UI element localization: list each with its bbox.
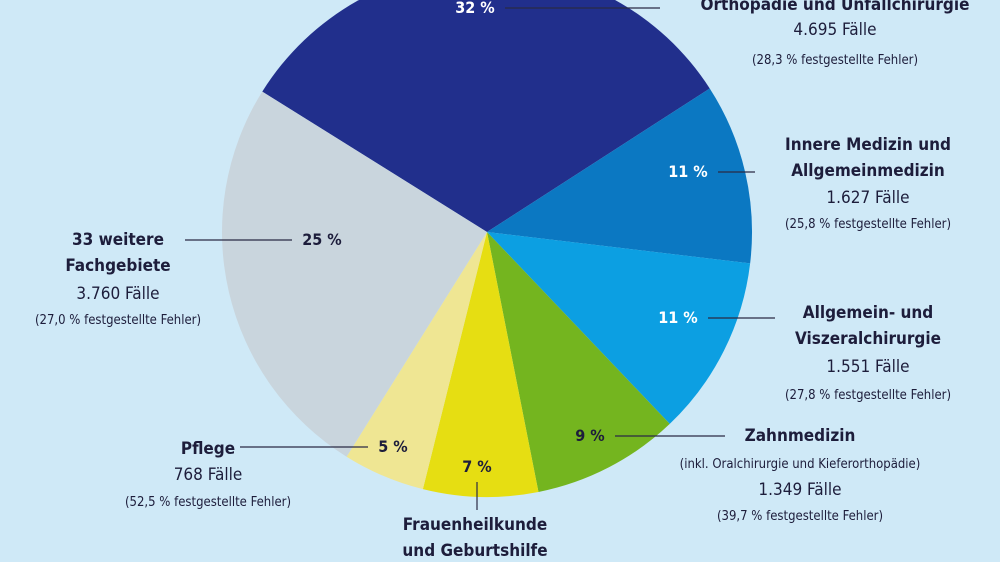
- cases-label: 1.349 Fälle: [758, 480, 841, 500]
- category-label: Pflege: [181, 439, 235, 459]
- percent-label: 11 %: [668, 162, 707, 181]
- percent-label: 32 %: [455, 0, 494, 17]
- category-label: 33 weitere Fachgebiete: [65, 230, 170, 276]
- error-label: (39,7 % festgestellte Fehler): [717, 509, 883, 524]
- error-label: (25,8 % festgestellte Fehler): [785, 217, 951, 232]
- category-label: Allgemein- und Viszeralchirurgie: [795, 303, 941, 349]
- pie-slice: [487, 232, 670, 492]
- pie-slice: [422, 232, 539, 497]
- cases-label: 768 Fälle: [174, 465, 243, 485]
- category-label: Frauenheilkunde und Geburtshilfe: [402, 515, 547, 561]
- error-label: (27,8 % festgestellte Fehler): [785, 388, 951, 403]
- pie-slice: [262, 0, 710, 232]
- cases-label: 3.760 Fälle: [76, 284, 159, 304]
- pie-slice: [487, 88, 752, 264]
- cases-label: 1.551 Fälle: [826, 357, 909, 377]
- category-note: (inkl. Oralchirurgie und Kieferorthopädi…: [680, 457, 921, 472]
- category-label: Innere Medizin und Allgemeinmedizin: [785, 135, 951, 181]
- category-label: Zahnmedizin: [745, 426, 856, 446]
- category-label: Orthopädie und Unfallchirurgie: [701, 0, 970, 15]
- error-label: (28,3 % festgestellte Fehler): [752, 53, 918, 68]
- percent-label: 9 %: [575, 426, 604, 445]
- pie-slice: [487, 232, 751, 424]
- cases-label: 4.695 Fälle: [793, 20, 876, 40]
- percent-label: 5 %: [378, 437, 407, 456]
- error-label: (27,0 % festgestellte Fehler): [35, 313, 201, 328]
- pie-slice: [346, 232, 487, 490]
- percent-label: 25 %: [302, 230, 341, 249]
- cases-label: 1.627 Fälle: [826, 188, 909, 208]
- percent-label: 7 %: [462, 457, 491, 476]
- pie-slice: [221, 91, 487, 457]
- error-label: (52,5 % festgestellte Fehler): [125, 495, 291, 510]
- percent-label: 11 %: [658, 308, 697, 327]
